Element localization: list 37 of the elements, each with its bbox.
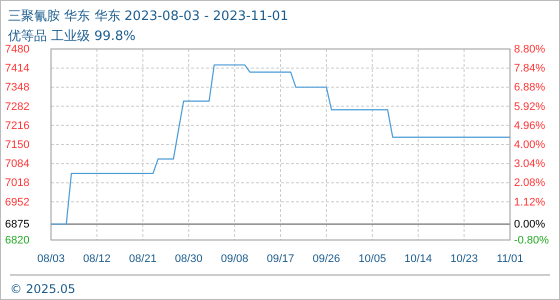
- y2-tick-label: 6.88%: [514, 82, 546, 94]
- chart-title: 三聚氰胺 华东 华东 2023-08-03 - 2023-11-01: [8, 9, 288, 24]
- x-tick-label: 08/12: [83, 252, 111, 265]
- x-tick-label: 09/08: [220, 252, 248, 265]
- y-tick-label: 7348: [5, 82, 30, 94]
- x-tick-label: 10/14: [404, 252, 432, 265]
- y2-tick-label: 8.80%: [514, 44, 546, 56]
- y-tick-label: 7480: [5, 44, 30, 56]
- y-tick-label: 6952: [5, 196, 30, 208]
- y-tick-label: 6875: [5, 218, 30, 231]
- y2-tick-label: 3.04%: [514, 158, 546, 170]
- chart-subtitle: 优等品 工业级 99.8%: [8, 29, 136, 44]
- y2-tick-label: 5.92%: [514, 100, 546, 113]
- y-tick-label: 7414: [5, 62, 30, 75]
- x-tick-label: 10/05: [358, 252, 386, 265]
- y2-tick-label: 4.00%: [514, 139, 546, 152]
- text: © 2025.05: [10, 282, 76, 296]
- y-tick-label: 7018: [5, 177, 30, 190]
- x-tick-label: 10/23: [450, 252, 478, 265]
- x-tick-label: 11/01: [496, 252, 524, 265]
- y2-tick-label: 0.00%: [514, 218, 546, 231]
- y-tick-label: 7282: [5, 100, 30, 113]
- y2-tick-label: 4.96%: [514, 120, 546, 132]
- y-tick-label: 6820: [5, 234, 30, 247]
- y-tick-label: 7216: [5, 120, 30, 132]
- y2-tick-label: -0.80%: [514, 234, 550, 247]
- y2-tick-label: 7.84%: [514, 62, 546, 75]
- x-tick-label: 09/17: [266, 252, 294, 265]
- line-series: [50, 64, 511, 225]
- x-tick-label: 08/03: [37, 252, 65, 265]
- x-tick-label: 09/26: [312, 252, 340, 265]
- y-tick-label: 7150: [5, 139, 30, 152]
- x-tick-label: 08/21: [129, 252, 157, 265]
- y-tick-label: 7084: [5, 158, 30, 170]
- y2-tick-label: 1.12%: [514, 196, 546, 208]
- y2-tick-label: 2.08%: [514, 177, 546, 190]
- x-tick-label: 08/30: [174, 252, 202, 265]
